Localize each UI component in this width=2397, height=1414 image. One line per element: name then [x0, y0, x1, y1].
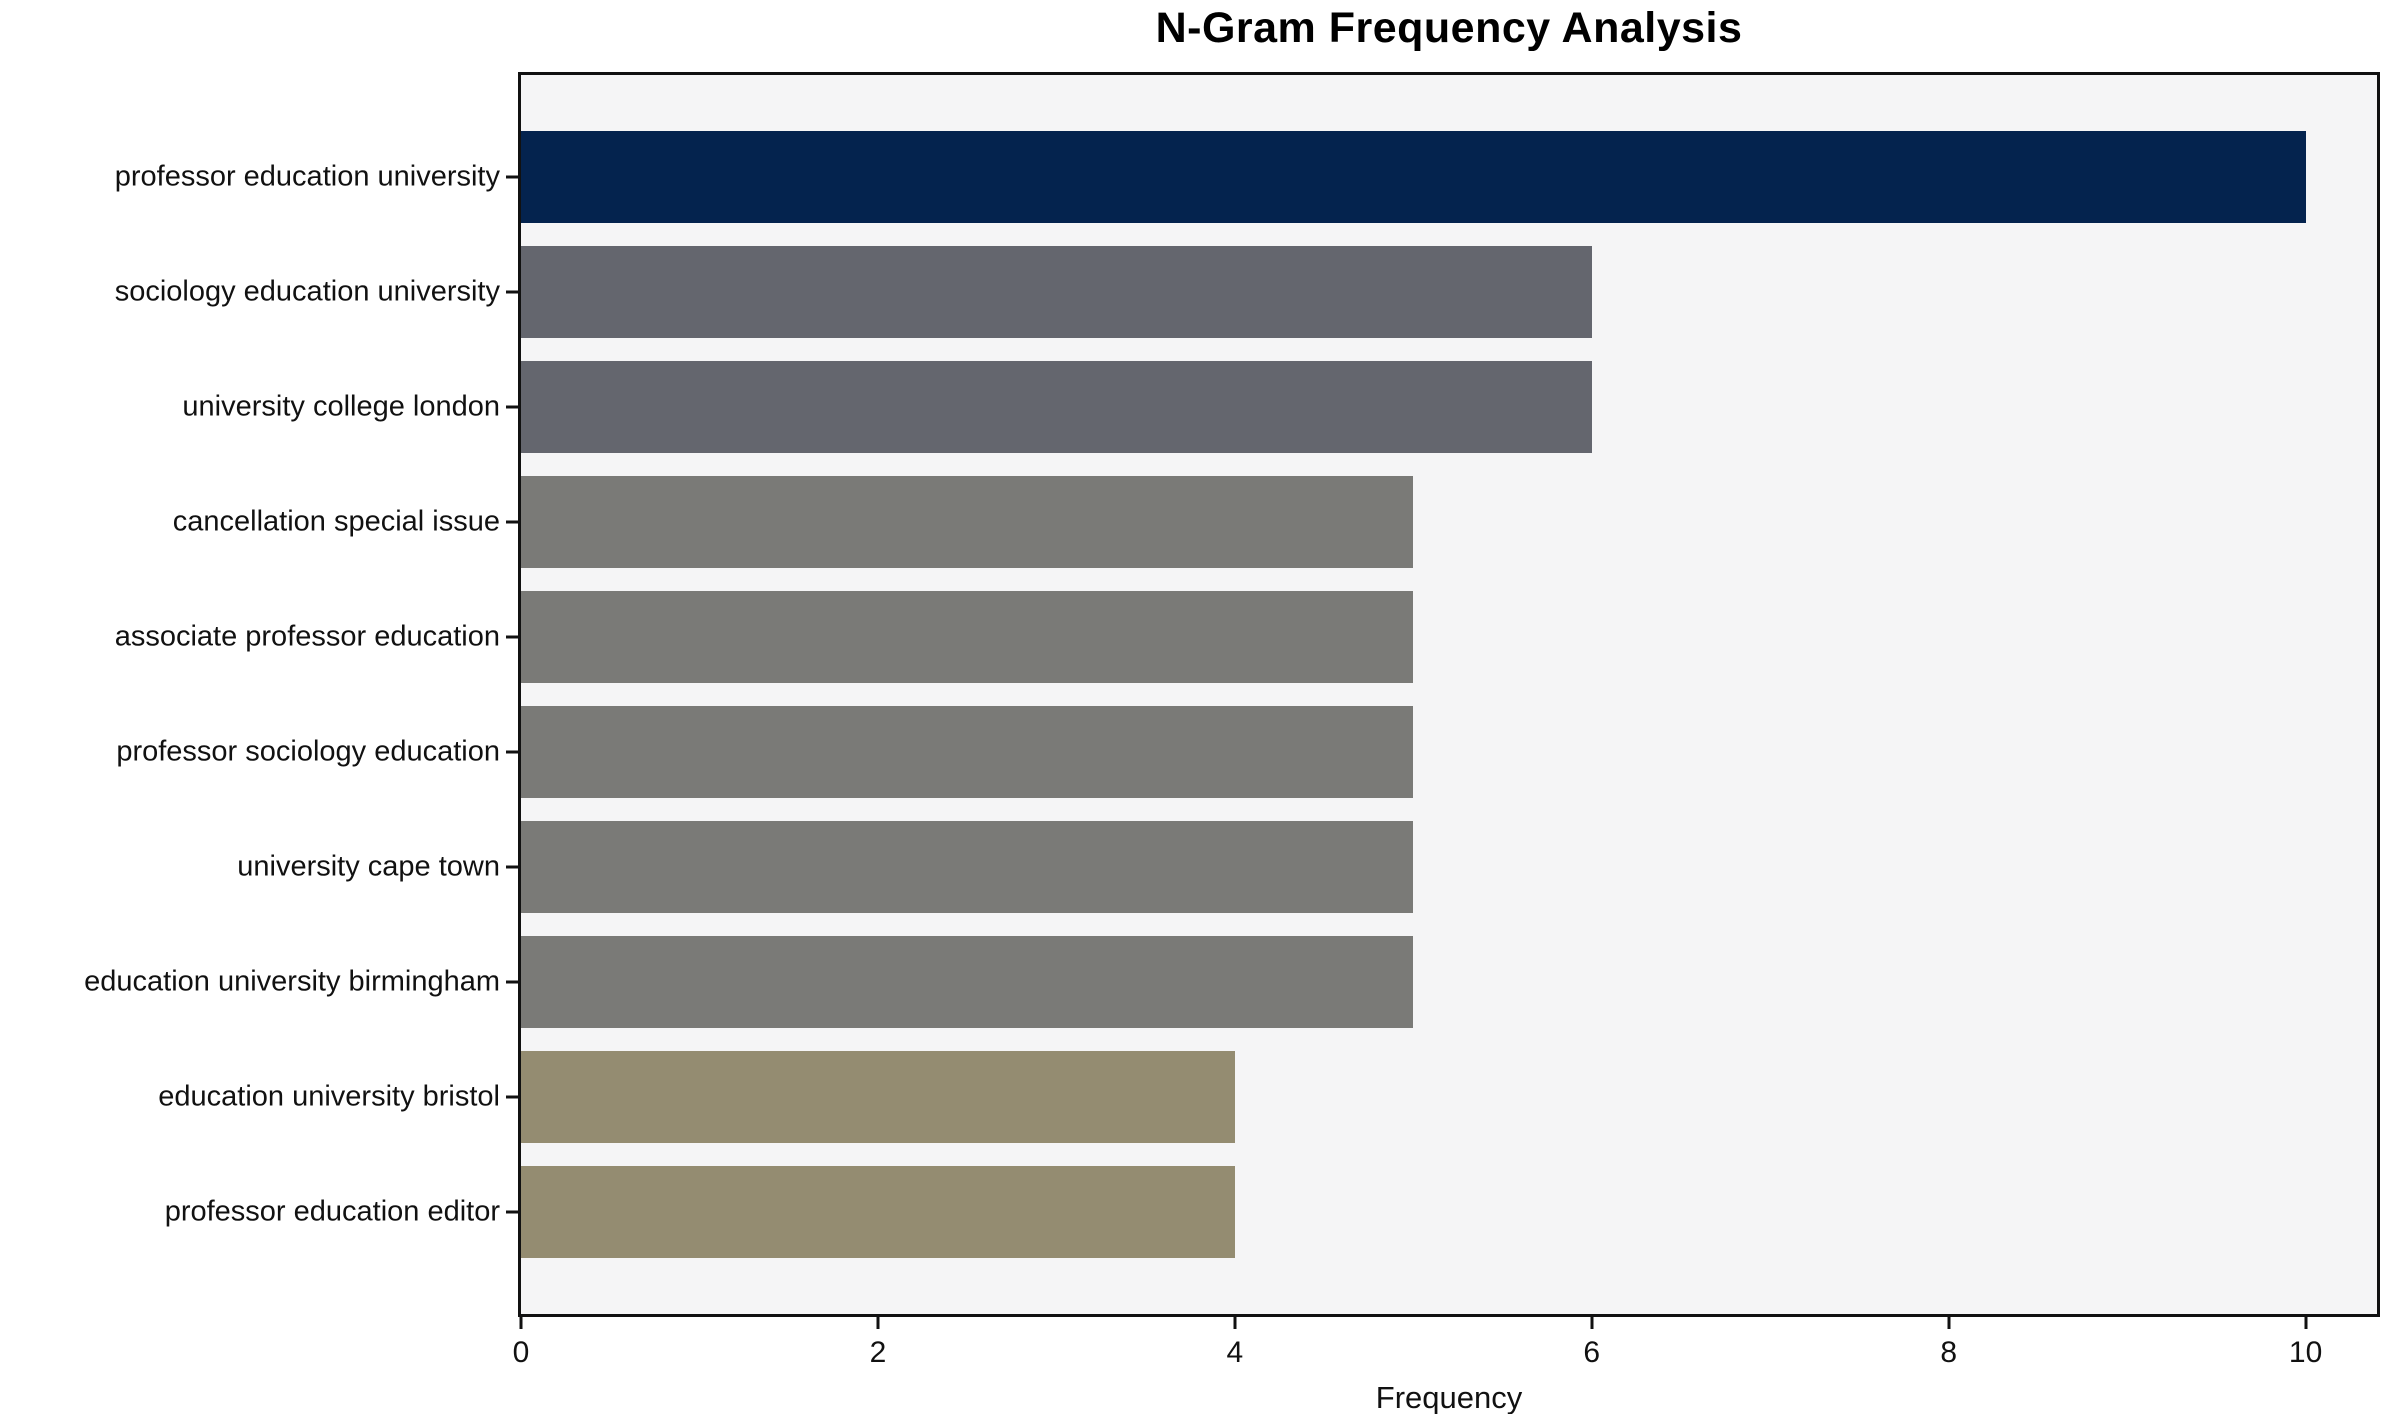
x-axis-label: Frequency: [1375, 1380, 1523, 1414]
bar: [521, 705, 1414, 798]
plot-area: professor education university sociology …: [84, 72, 2380, 1414]
y-tick: [506, 750, 518, 754]
bar: [521, 1050, 1235, 1143]
bar: [521, 820, 1414, 913]
x-tick: [2304, 1317, 2308, 1329]
bar-row: education university bristol: [158, 1039, 2377, 1154]
x-tick: [1233, 1317, 1237, 1329]
category-label: professor sociology education: [116, 735, 500, 768]
category-label: education university birmingham: [84, 965, 500, 998]
x-tick: [876, 1317, 880, 1329]
x-tick-label: 10: [2288, 1336, 2323, 1369]
category-label: professor education university: [114, 160, 500, 193]
x-tick: [519, 1317, 523, 1329]
bar-row: professor education editor: [165, 1154, 2377, 1269]
category-label: professor education editor: [164, 1195, 500, 1228]
y-tick: [506, 520, 518, 524]
bar: [521, 591, 1414, 684]
bar-row: professor education university: [115, 120, 2377, 235]
bar-row: professor sociology education: [116, 695, 2377, 810]
bar: [521, 131, 2306, 224]
bar-row: sociology education university: [115, 235, 2377, 350]
category-label: cancellation special issue: [172, 505, 500, 538]
category-label: university college london: [182, 390, 500, 423]
bar: [521, 361, 1592, 454]
category-label: education university bristol: [158, 1080, 500, 1113]
y-tick: [506, 980, 518, 984]
y-tick: [506, 1210, 518, 1214]
bar-row: education university birmingham: [84, 924, 2377, 1039]
bar-rows-container: professor education university sociology …: [84, 75, 2377, 1314]
y-tick: [506, 175, 518, 179]
y-tick: [506, 635, 518, 639]
x-tick: [1947, 1317, 1951, 1329]
x-tick-label: 0: [512, 1336, 530, 1369]
x-tick-label: 4: [1226, 1336, 1244, 1369]
bar-row: associate professor education: [115, 580, 2377, 695]
x-tick-label: 2: [869, 1336, 887, 1369]
bar-row: university cape town: [237, 809, 2377, 924]
category-label: associate professor education: [114, 620, 500, 653]
bar: [521, 935, 1414, 1028]
chart-title: N-Gram Frequency Analysis: [1155, 4, 1743, 52]
bar: [521, 1165, 1235, 1258]
y-tick: [506, 290, 518, 294]
y-tick: [506, 865, 518, 869]
y-tick: [506, 1095, 518, 1099]
bar-row: university college london: [182, 350, 2377, 465]
x-tick-label: 8: [1940, 1336, 1958, 1369]
y-tick: [506, 405, 518, 409]
category-label: sociology education university: [114, 275, 500, 308]
category-label: university cape town: [237, 850, 500, 883]
x-tick-label: 6: [1583, 1336, 1601, 1369]
bar: [521, 246, 1592, 339]
bar-row: cancellation special issue: [173, 465, 2377, 580]
bar: [521, 476, 1414, 569]
x-tick: [1590, 1317, 1594, 1329]
